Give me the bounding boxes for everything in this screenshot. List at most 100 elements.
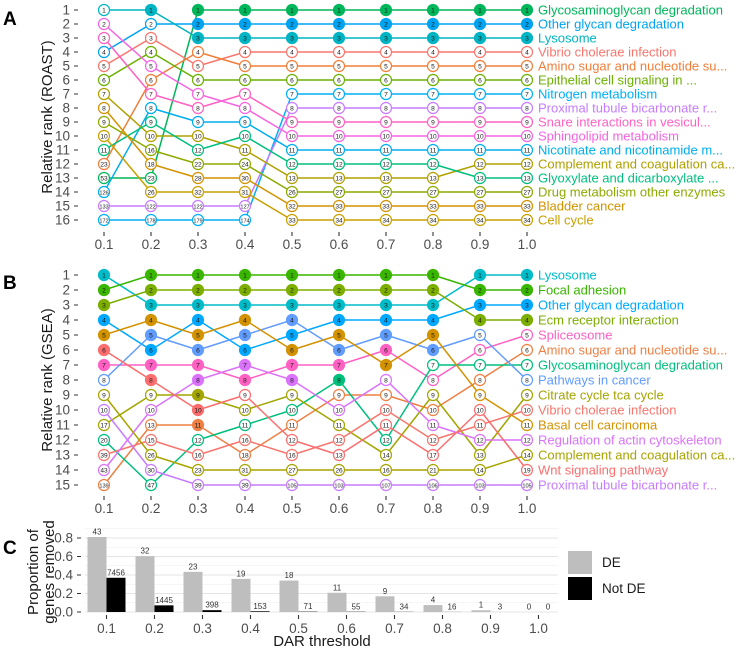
rank-marker: 2 xyxy=(191,17,205,31)
nonsignificant-point xyxy=(473,73,487,87)
rank-value-label: 4 xyxy=(196,49,200,56)
pathway-label-cell-cycle: Cell cycle xyxy=(538,213,594,228)
rank-marker: 1 xyxy=(238,268,252,282)
rank-value-label: 1 xyxy=(102,7,106,14)
rank-marker: 10 xyxy=(332,403,346,417)
rank-value-label: 11 xyxy=(477,147,484,154)
bar-count-label-not-de: 34 xyxy=(400,602,409,611)
nonsignificant-point xyxy=(285,388,299,402)
rank-value-label: 105 xyxy=(287,483,296,489)
significant-point xyxy=(238,31,252,45)
rank-marker: 5 xyxy=(191,59,205,73)
rank-marker: 32 xyxy=(191,185,205,199)
rank-value-label: 2 xyxy=(196,287,200,294)
rank-marker: 27 xyxy=(332,185,346,199)
x-tick-label: 0.6 xyxy=(330,237,349,252)
rank-value-label: 6 xyxy=(337,347,341,354)
rank-marker: 1 xyxy=(332,268,346,282)
rank-value-label: 16 xyxy=(194,452,202,459)
bar-de xyxy=(279,580,299,612)
rank-marker: 3 xyxy=(285,31,299,45)
nonsignificant-point xyxy=(144,171,158,185)
series-line-proximal-tubule-bicarbonate-r xyxy=(103,409,527,486)
y-tick-label: 3 xyxy=(62,298,70,313)
nonsignificant-point xyxy=(97,3,111,17)
rank-value-label: 13 xyxy=(429,175,437,182)
pathway-label-other-glycan-degradation: Other glycan degradation xyxy=(538,17,684,32)
rank-marker: 1 xyxy=(520,3,534,17)
rank-value-label: 4 xyxy=(431,317,435,324)
nonsignificant-point xyxy=(520,418,534,432)
nonsignificant-point xyxy=(473,171,487,185)
y-tick-label: 3 xyxy=(62,31,70,46)
rank-marker: 14 xyxy=(520,448,534,462)
x-tick-label: 0.6 xyxy=(337,621,356,636)
nonsignificant-point xyxy=(97,199,111,213)
panel-label-a: A xyxy=(3,9,17,30)
nonsignificant-point xyxy=(238,418,252,432)
rank-value-label: 30 xyxy=(241,175,249,182)
bar-count-label-not-de: 153 xyxy=(253,602,267,611)
rank-value-label: 5 xyxy=(525,332,529,339)
rank-value-label: 2 xyxy=(243,21,247,28)
nonsignificant-point xyxy=(379,403,393,417)
rank-marker: 10 xyxy=(238,129,252,143)
bar-count-label-not-de: 71 xyxy=(304,602,313,611)
significant-point xyxy=(191,388,205,402)
nonsignificant-point xyxy=(97,213,111,227)
nonsignificant-point xyxy=(426,358,440,372)
rank-marker: 14 xyxy=(473,463,487,477)
nonsignificant-point xyxy=(473,328,487,342)
nonsignificant-point xyxy=(97,45,111,59)
rank-marker: 34 xyxy=(379,213,393,227)
rank-marker: 107 xyxy=(379,478,393,492)
rank-value-label: 2 xyxy=(478,21,482,28)
rank-marker: 6 xyxy=(97,73,111,87)
bar-de xyxy=(183,571,203,612)
nonsignificant-point xyxy=(473,358,487,372)
rank-marker: 1 xyxy=(144,268,158,282)
rank-value-label: 13 xyxy=(335,175,343,182)
bar-count-label-not-de: 3 xyxy=(498,602,503,611)
bar-count-label-not-de: 55 xyxy=(352,602,361,611)
significant-point xyxy=(238,328,252,342)
rank-marker: 12 xyxy=(285,157,299,171)
rank-marker: 103 xyxy=(332,478,346,492)
rank-marker: 4 xyxy=(473,313,487,327)
significant-point xyxy=(426,298,440,312)
rank-value-label: 6 xyxy=(525,77,529,84)
significant-point xyxy=(238,3,252,17)
significant-point xyxy=(332,17,346,31)
nonsignificant-point xyxy=(332,448,346,462)
rank-value-label: 5 xyxy=(290,332,294,339)
rank-value-label: 2 xyxy=(478,287,482,294)
rank-value-label: 23 xyxy=(194,467,202,474)
rank-marker: 3 xyxy=(97,31,111,45)
y-tick-label: 7 xyxy=(62,87,70,102)
significant-point xyxy=(473,268,487,282)
rank-value-label: 11 xyxy=(289,147,296,154)
rank-value-label: 12 xyxy=(429,437,437,444)
y-tick-label: 1 xyxy=(62,3,70,18)
bar-de xyxy=(231,578,251,612)
rank-marker: 13 xyxy=(285,171,299,185)
bar-de xyxy=(87,536,107,612)
bar-count-label-not-de: 16 xyxy=(448,602,457,611)
rank-marker: 9 xyxy=(426,115,440,129)
nonsignificant-point xyxy=(285,448,299,462)
pathway-label-basal-cell-carcinoma: Basal cell carcinoma xyxy=(538,418,658,433)
pathway-label-vibrio-cholerae-infection: Vibrio cholerae infection xyxy=(538,403,677,418)
bar-not-de xyxy=(250,611,270,612)
nonsignificant-point xyxy=(191,101,205,115)
rank-value-label: 8 xyxy=(290,377,294,384)
rank-marker: 12 xyxy=(379,433,393,447)
rank-marker: 7 xyxy=(379,358,393,372)
nonsignificant-point xyxy=(191,478,205,492)
series-line-wnt-signaling-pathway xyxy=(103,349,528,471)
rank-value-label: 32 xyxy=(194,189,202,196)
significant-point xyxy=(144,3,158,17)
nonsignificant-point xyxy=(332,433,346,447)
nonsignificant-point xyxy=(426,143,440,157)
significant-point xyxy=(285,17,299,31)
